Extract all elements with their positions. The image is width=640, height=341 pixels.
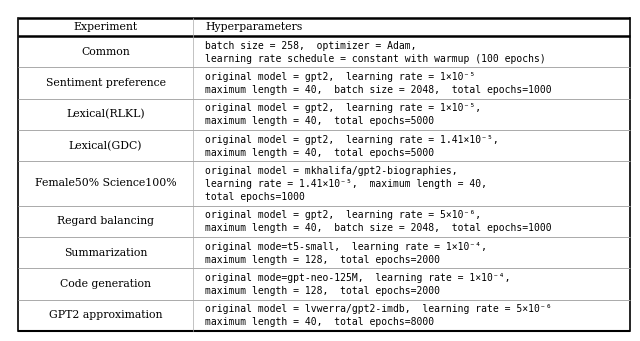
Text: Summarization: Summarization	[64, 248, 147, 258]
Text: maximum length = 128,  total epochs=2000: maximum length = 128, total epochs=2000	[205, 286, 440, 296]
Text: learning rate schedule = constant with warmup (100 epochs): learning rate schedule = constant with w…	[205, 54, 546, 64]
Text: original mode=gpt-neo-125M,  learning rate = 1×10⁻⁴,: original mode=gpt-neo-125M, learning rat…	[205, 273, 511, 283]
Text: Regard balancing: Regard balancing	[57, 216, 154, 226]
Text: original model = mkhalifa/gpt2-biographies,: original model = mkhalifa/gpt2-biographi…	[205, 166, 458, 176]
Text: Lexical(GDC): Lexical(GDC)	[68, 140, 142, 151]
Text: original model = gpt2,  learning rate = 1.41×10⁻⁵,: original model = gpt2, learning rate = 1…	[205, 135, 499, 145]
Text: original model = gpt2,  learning rate = 5×10⁻⁶,: original model = gpt2, learning rate = 5…	[205, 210, 481, 220]
Text: Code generation: Code generation	[60, 279, 151, 289]
Text: Hyperparameters: Hyperparameters	[205, 22, 302, 32]
Text: original model = gpt2,  learning rate = 1×10⁻⁵,: original model = gpt2, learning rate = 1…	[205, 103, 481, 114]
Text: Female50% Science100%: Female50% Science100%	[35, 178, 176, 189]
Text: maximum length = 40,  total epochs=5000: maximum length = 40, total epochs=5000	[205, 148, 434, 158]
Text: maximum length = 40,  total epochs=8000: maximum length = 40, total epochs=8000	[205, 317, 434, 327]
Text: maximum length = 40,  batch size = 2048,  total epochs=1000: maximum length = 40, batch size = 2048, …	[205, 85, 552, 95]
Text: original model = lvwerra/gpt2-imdb,  learning rate = 5×10⁻⁶: original model = lvwerra/gpt2-imdb, lear…	[205, 305, 552, 314]
Text: batch size = 258,  optimizer = Adam,: batch size = 258, optimizer = Adam,	[205, 41, 417, 51]
Text: Experiment: Experiment	[74, 22, 138, 32]
Text: Common: Common	[81, 47, 130, 57]
Text: GPT2 approximation: GPT2 approximation	[49, 310, 163, 320]
Text: learning rate = 1.41×10⁻⁵,  maximum length = 40,: learning rate = 1.41×10⁻⁵, maximum lengt…	[205, 179, 487, 189]
Text: original mode=t5-small,  learning rate = 1×10⁻⁴,: original mode=t5-small, learning rate = …	[205, 242, 487, 252]
Text: Sentiment preference: Sentiment preference	[45, 78, 166, 88]
Text: maximum length = 40,  batch size = 2048,  total epochs=1000: maximum length = 40, batch size = 2048, …	[205, 223, 552, 234]
Text: maximum length = 128,  total epochs=2000: maximum length = 128, total epochs=2000	[205, 255, 440, 265]
Text: original model = gpt2,  learning rate = 1×10⁻⁵: original model = gpt2, learning rate = 1…	[205, 72, 476, 82]
Text: Lexical(RLKL): Lexical(RLKL)	[66, 109, 145, 119]
Text: maximum length = 40,  total epochs=5000: maximum length = 40, total epochs=5000	[205, 116, 434, 127]
Text: total epochs=1000: total epochs=1000	[205, 192, 305, 202]
